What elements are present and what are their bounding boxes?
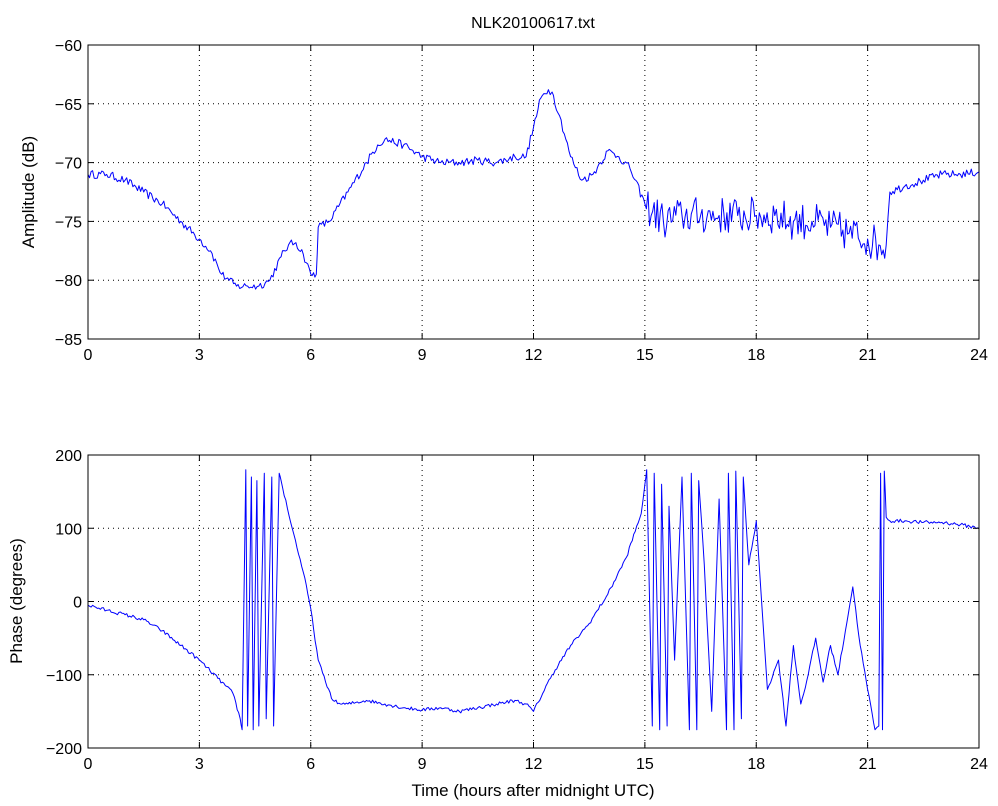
amplitude-x-tick-label: 3: [195, 347, 204, 364]
amplitude-y-tick-label: −65: [55, 97, 82, 114]
phase-x-tick-label: 15: [636, 756, 654, 773]
amplitude-y-tick-label: −75: [55, 214, 82, 231]
phase-x-tick-label: 21: [859, 756, 877, 773]
phase-x-tick-label: 6: [306, 756, 315, 773]
phase-x-tick-label: 12: [525, 756, 543, 773]
amplitude-x-tick-label: 18: [747, 347, 765, 364]
amplitude-x-tick-label: 6: [306, 347, 315, 364]
amplitude-y-tick-label: −70: [55, 156, 82, 173]
phase-x-tick-label: 18: [747, 756, 765, 773]
phase-y-axis-label: Phase (degrees): [7, 538, 26, 664]
amplitude-chart-title: NLK20100617.txt: [471, 15, 595, 32]
amplitude-x-tick-label: 9: [418, 347, 427, 364]
amplitude-y-tick-label: −60: [55, 38, 82, 55]
phase-y-tick-label: 200: [55, 448, 82, 465]
phase-x-tick-label: 3: [195, 756, 204, 773]
amplitude-x-tick-label: 15: [636, 347, 654, 364]
phase-x-tick-label: 9: [418, 756, 427, 773]
amplitude-x-tick-label: 12: [525, 347, 543, 364]
phase-x-tick-label: 0: [84, 756, 93, 773]
amplitude-y-tick-label: −85: [55, 332, 82, 349]
amplitude-x-tick-label: 21: [859, 347, 877, 364]
amplitude-plot-frame: [87, 44, 980, 340]
phase-panel: 0 3 6 9 12 15 18 21 24 −200 −100 0 100 200 Phase (deg…: [7, 448, 988, 800]
phase-y-tick-label: 0: [73, 595, 82, 612]
amplitude-series-line: [87, 89, 980, 290]
amplitude-x-tick-label: 0: [84, 347, 93, 364]
amplitude-x-tick-label: 24: [970, 347, 988, 364]
amplitude-y-tick-label: −80: [55, 273, 82, 290]
phase-y-tick-label: −200: [46, 741, 82, 758]
phase-x-axis-label: Time (hours after midnight UTC): [411, 781, 654, 800]
phase-y-tick-label: 100: [55, 521, 82, 538]
phase-y-tick-label: −100: [46, 668, 82, 685]
phase-x-tick-label: 24: [970, 756, 988, 773]
amplitude-y-axis-label: Amplitude (dB): [19, 136, 38, 248]
phase-series-line: [87, 469, 980, 731]
amplitude-panel: NLK20100617.txt 0 3 6 9 12 15 18 21 24 −85 −80 −75 −…: [19, 15, 988, 364]
